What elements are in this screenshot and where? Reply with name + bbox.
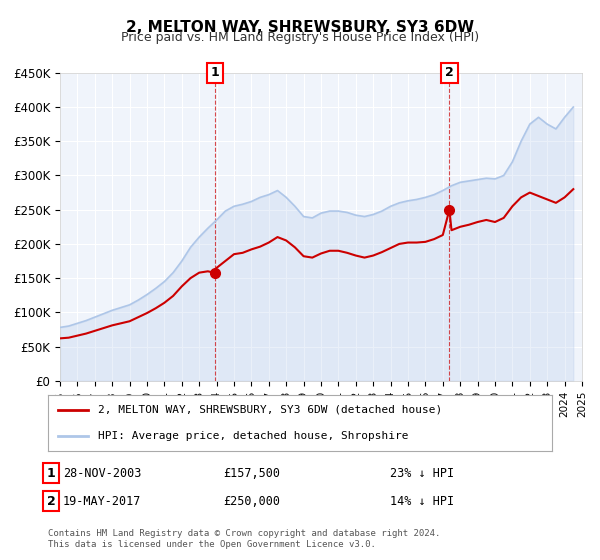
Text: 2: 2: [47, 494, 55, 508]
Text: 1: 1: [47, 466, 55, 480]
Text: 23% ↓ HPI: 23% ↓ HPI: [390, 466, 454, 480]
Text: 2: 2: [445, 66, 454, 80]
Text: 19-MAY-2017: 19-MAY-2017: [63, 494, 141, 508]
Text: Price paid vs. HM Land Registry's House Price Index (HPI): Price paid vs. HM Land Registry's House …: [121, 31, 479, 44]
Text: Contains HM Land Registry data © Crown copyright and database right 2024.
This d: Contains HM Land Registry data © Crown c…: [48, 529, 440, 549]
Text: HPI: Average price, detached house, Shropshire: HPI: Average price, detached house, Shro…: [98, 431, 409, 441]
Text: 14% ↓ HPI: 14% ↓ HPI: [390, 494, 454, 508]
Text: 2, MELTON WAY, SHREWSBURY, SY3 6DW: 2, MELTON WAY, SHREWSBURY, SY3 6DW: [126, 20, 474, 35]
Text: 28-NOV-2003: 28-NOV-2003: [63, 466, 141, 480]
Text: £157,500: £157,500: [223, 466, 281, 480]
Text: 1: 1: [211, 66, 220, 80]
Text: £250,000: £250,000: [223, 494, 281, 508]
Text: 2, MELTON WAY, SHREWSBURY, SY3 6DW (detached house): 2, MELTON WAY, SHREWSBURY, SY3 6DW (deta…: [98, 405, 443, 415]
